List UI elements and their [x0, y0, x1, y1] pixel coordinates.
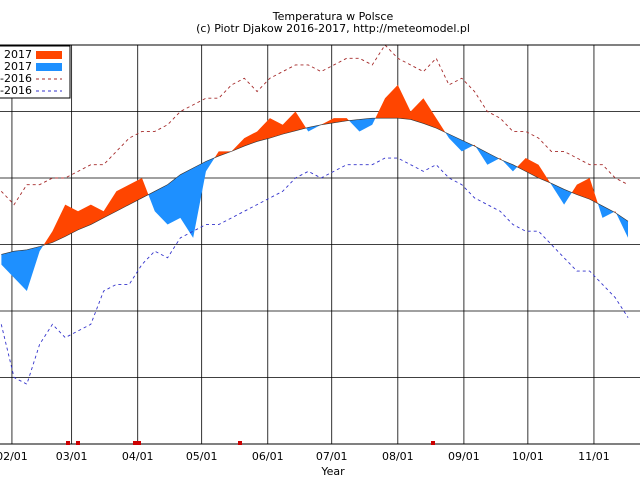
baseline [1, 117, 629, 255]
x-tick-label: 10/01 [512, 450, 544, 463]
x-tick-label: 04/01 [122, 450, 154, 463]
x-tick-label: 09/01 [448, 450, 480, 463]
x-tick-label: 05/01 [186, 450, 218, 463]
series-line [0, 157, 629, 385]
chart-title: Temperatura w Polsce [272, 10, 394, 23]
x-tick-label: 08/01 [382, 450, 414, 463]
marker [238, 441, 242, 445]
x-tick-label: 02/01 [0, 450, 28, 463]
plot-frame [0, 44, 640, 445]
marker [137, 441, 141, 445]
marker [133, 441, 137, 445]
series-line [0, 45, 629, 206]
chart-subtitle: (c) Piotr Djakow 2016-2017, http://meteo… [196, 22, 470, 35]
x-tick-label: 03/01 [56, 450, 88, 463]
legend-label: 2017 [4, 60, 32, 73]
legend-swatch [36, 63, 62, 71]
plot-area [0, 45, 629, 385]
legend-label: 2017 [4, 48, 32, 61]
legend: 201720170-20160-2016 [0, 45, 71, 99]
grid [0, 44, 640, 445]
legend-label: 0-2016 [0, 84, 32, 97]
legend-swatch [36, 51, 62, 59]
x-axis-label: Year [320, 465, 345, 478]
x-tick-label: 07/01 [316, 450, 348, 463]
marker [431, 441, 435, 445]
area-below [1, 118, 629, 292]
x-tick-label: 06/01 [252, 450, 284, 463]
legend-label: 0-2016 [0, 72, 32, 85]
marker [76, 441, 80, 445]
area-above [1, 84, 629, 255]
x-tick-label: 11/01 [578, 450, 610, 463]
marker [66, 441, 70, 445]
record-markers [66, 441, 435, 445]
